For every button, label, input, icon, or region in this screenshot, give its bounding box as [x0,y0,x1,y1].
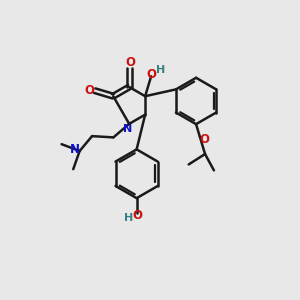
Text: O: O [126,56,136,69]
Text: O: O [133,209,143,223]
Text: H: H [156,65,165,75]
Text: O: O [84,84,94,97]
Text: N: N [123,124,132,134]
Text: H: H [124,213,133,224]
Text: N: N [70,143,80,156]
Text: O: O [200,134,209,146]
Text: O: O [147,68,157,81]
